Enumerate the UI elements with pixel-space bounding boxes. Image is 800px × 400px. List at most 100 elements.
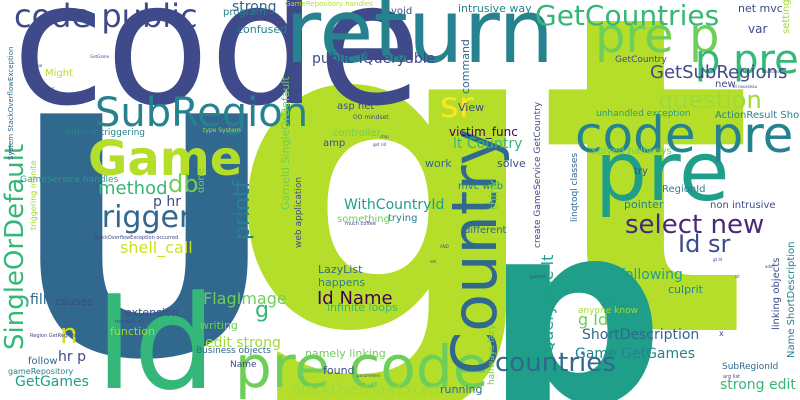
word-124: gameId: [530, 274, 546, 279]
word-15: GetCountries: [535, 0, 720, 32]
word-45: ShortDescription: [582, 327, 700, 343]
word-40: LazyList: [318, 263, 363, 276]
word-93: Business objects: [196, 346, 271, 356]
word-38: lt Country: [453, 136, 523, 152]
word-94: without triggering: [64, 128, 146, 138]
word-19: Id sr: [678, 230, 731, 258]
word-32: public IQueryable: [312, 51, 436, 67]
word-98: setting: [781, 0, 792, 34]
word-59: program: [223, 7, 266, 18]
word-11: p pre: [695, 37, 799, 83]
word-110: x: [719, 329, 724, 338]
word-68: asp net: [337, 101, 375, 112]
word-65: command: [459, 39, 472, 94]
word-122: char: [34, 63, 43, 68]
word-102: web application: [294, 176, 304, 248]
word-25: int: [605, 288, 634, 313]
word-33: IQueryable lt: [538, 254, 557, 358]
word-100: create GameService GetCountry: [533, 101, 543, 248]
word-91: main: [206, 230, 231, 241]
word-128: sit: [735, 274, 740, 279]
word-42: StackOverFlowException: [292, 382, 466, 398]
word-4: return: [285, 0, 555, 83]
word-57: fill: [30, 292, 47, 308]
word-78: think: [487, 179, 501, 210]
word-86: unhandled exception: [596, 109, 691, 119]
word-60: confused: [237, 23, 288, 36]
word-3: U: [10, 48, 278, 400]
word-66: View: [458, 101, 485, 114]
word-111: new: [715, 79, 736, 90]
word-22: printf: [230, 180, 255, 240]
word-67: GetCountry: [615, 55, 667, 65]
word-46: Game GetGames: [575, 346, 696, 362]
word-51: found: [323, 364, 355, 377]
word-2: code: [12, 0, 422, 144]
word-44: edit strong: [205, 335, 281, 351]
word-117: arg list: [723, 374, 741, 380]
word-99: SubRegionId: [722, 362, 779, 372]
word-52: running: [440, 383, 483, 396]
word-18: select new: [625, 210, 765, 240]
word-80: pointer: [624, 198, 664, 211]
word-37: g Id: [578, 310, 609, 329]
word-83: try: [634, 166, 648, 177]
word-112: OO mindset: [353, 114, 389, 121]
word-14: code public: [14, 0, 198, 35]
word-107: System StackOverflowException: [7, 46, 15, 160]
word-79: culprit: [668, 283, 703, 296]
word-81: non intrusive: [710, 200, 776, 211]
word-6: pre: [595, 125, 730, 220]
word-54: function: [110, 325, 155, 338]
word-116: Region GetRegions: [30, 333, 78, 339]
word-0: gt: [228, 0, 754, 400]
word-56: causes: [55, 295, 93, 308]
word-48: hr p: [58, 349, 86, 365]
word-76: trying: [388, 213, 418, 224]
word-115: mscorlib dll: [115, 319, 144, 325]
word-90: Name: [230, 360, 257, 370]
word-24: GetSubRegions: [650, 62, 788, 83]
word-63: net mvc: [738, 2, 783, 15]
word-49: GetGames: [15, 374, 89, 390]
word-95: GameService handles: [20, 175, 119, 185]
word-23: countries: [495, 348, 616, 378]
word-29: n: [60, 317, 78, 350]
word-87: linking objects: [771, 257, 782, 330]
word-119: location: [763, 69, 779, 74]
word-31: shell_call: [120, 238, 193, 257]
word-103: GameId SingleOrDefault: [279, 76, 292, 210]
word-53: extension: [125, 306, 179, 319]
word-74: mvc web: [458, 181, 504, 192]
word-34: following: [620, 267, 683, 283]
word-97: Might: [45, 68, 74, 79]
word-50: namely linking: [305, 347, 386, 360]
word-88: Name ShortDescription: [786, 241, 797, 358]
word-13: SubRegion: [95, 90, 309, 136]
word-20: question: [658, 86, 762, 114]
word-75: something: [337, 214, 390, 225]
word-118: parameters: [357, 373, 381, 378]
word-5: Id: [95, 267, 216, 400]
word-41: happens: [318, 276, 366, 289]
word-131: stop: [380, 134, 389, 139]
word-108: triggering infinite: [29, 160, 38, 230]
word-121: get rid: [373, 142, 387, 147]
word-30: g: [255, 298, 269, 323]
word-39: WithCountryId: [344, 197, 445, 213]
word-125: set: [430, 259, 437, 264]
word-55: writing: [200, 319, 238, 332]
word-17: triggers: [90, 200, 207, 235]
word-69: controller: [333, 128, 381, 139]
word-123: fixed: [44, 86, 54, 91]
word-101: linqtoql classes: [570, 152, 580, 222]
word-61: void: [391, 6, 413, 17]
word-47: p hr: [153, 194, 181, 210]
word-106: gameRepository: [8, 367, 74, 376]
word-1: p: [485, 169, 664, 400]
word-84: solved halfways: [592, 146, 672, 157]
word-129: add: [765, 264, 773, 269]
word-43: infinite loops: [327, 301, 398, 314]
word-12: Game: [88, 131, 243, 187]
